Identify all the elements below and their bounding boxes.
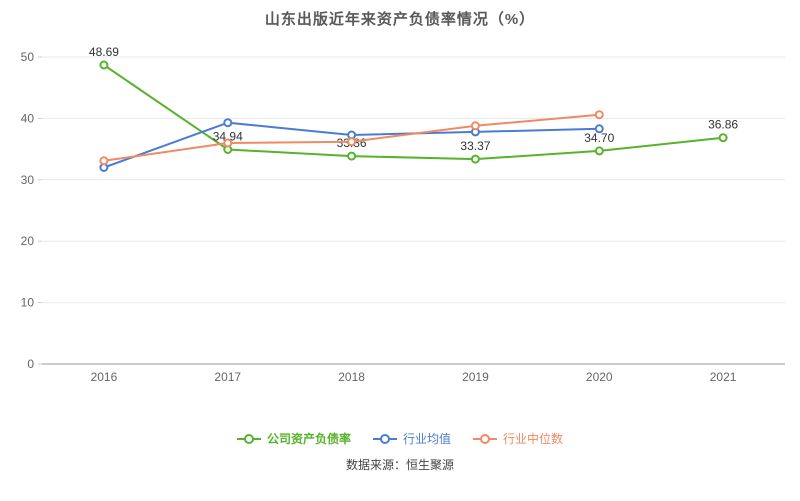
legend-dot-marker [379, 433, 390, 444]
data-label: 33.37 [460, 139, 490, 153]
y-axis-label: 40 [21, 111, 35, 125]
x-axis-label: 2017 [214, 370, 241, 384]
data-point [718, 133, 728, 143]
line-chart-plot: 0 10 20 30 40 50 2016 2017 2018 2019 2020 2021 48.69… [21, 45, 785, 384]
y-axis-label: 20 [21, 234, 35, 248]
legend-item-0[interactable]: 公司资产负债率 [236, 430, 351, 447]
legend-dot-marker [480, 433, 490, 444]
y-axis-label: 50 [21, 50, 35, 64]
y-axis-label: 0 [27, 357, 34, 371]
data-point [470, 121, 480, 131]
x-axis-label: 2018 [338, 370, 365, 384]
data-source-note: 数据来源：恒生聚源 [345, 458, 454, 472]
legend-label: 公司资产负债率 [266, 432, 351, 446]
x-axis-label: 2021 [710, 370, 737, 384]
legend-item-2[interactable]: 行业中位数 [473, 430, 563, 447]
data-label: 34.94 [213, 130, 243, 144]
data-label: 48.69 [89, 45, 119, 59]
x-axis-label: 2020 [586, 370, 613, 384]
data-label: 34.70 [584, 131, 614, 145]
data-point [594, 124, 604, 134]
data-point [223, 118, 233, 128]
x-axis-label: 2019 [462, 370, 489, 384]
data-point [347, 151, 357, 161]
legend-line-marker [372, 433, 397, 444]
legend-label: 行业均值 [402, 432, 451, 446]
data-point [594, 110, 604, 120]
x-axis-label: 2016 [91, 370, 118, 384]
y-axis-label: 30 [21, 173, 35, 187]
legend-label: 行业中位数 [503, 432, 564, 446]
chart-title: 山东出版近年来资产负债率情况（%） [264, 11, 536, 28]
data-point [99, 60, 109, 70]
data-point [470, 154, 480, 164]
y-axis-label: 10 [21, 296, 35, 310]
chart-legend: 公司资产负债率 行业均值 行业中位数 [0, 430, 800, 447]
data-point [347, 137, 357, 147]
data-point [99, 156, 109, 166]
series-line [103, 64, 724, 161]
legend-item-1[interactable]: 行业均值 [372, 430, 451, 447]
data-label: 36.86 [708, 118, 738, 132]
data-point [223, 138, 233, 148]
legend-line-marker [236, 433, 261, 444]
legend-line-marker [473, 433, 497, 444]
legend-dot-marker [243, 433, 254, 444]
data-point [594, 146, 604, 156]
